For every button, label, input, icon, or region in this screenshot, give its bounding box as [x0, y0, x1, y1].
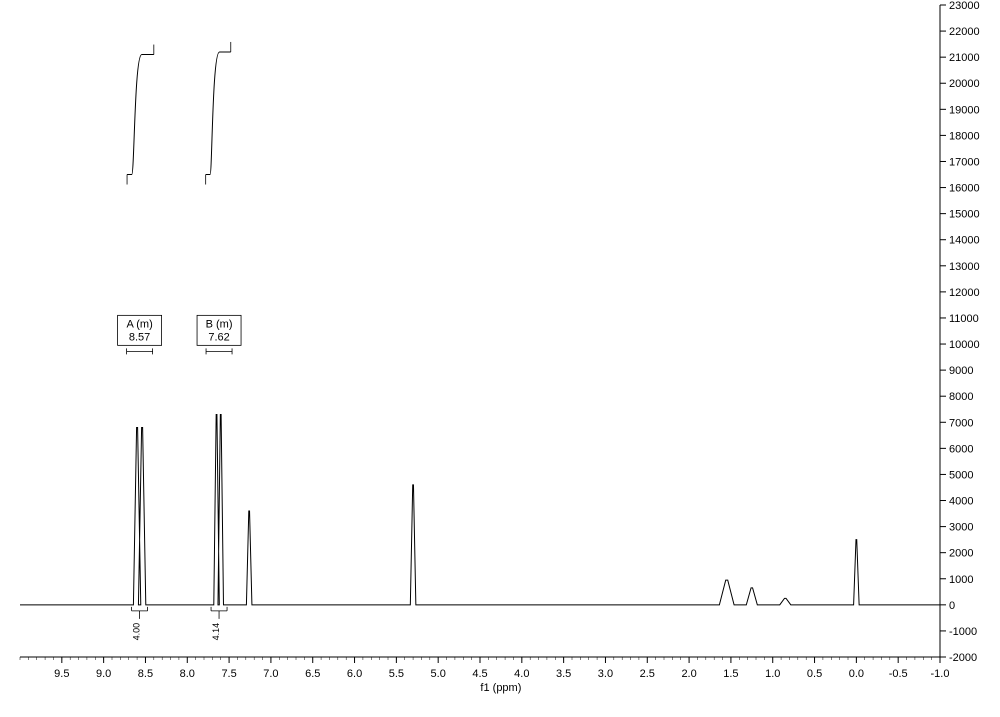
- x-axis-label: f1 (ppm): [480, 682, 521, 694]
- y-tick-label: 11000: [949, 313, 979, 325]
- x-tick-label: 4.5: [472, 668, 487, 680]
- y-tick-label: 13000: [949, 261, 980, 273]
- y-tick-label: 2000: [949, 548, 973, 560]
- x-tick-label: 3.0: [598, 668, 613, 680]
- y-tick-label: 15000: [949, 209, 980, 221]
- y-tick-label: 19000: [949, 104, 980, 116]
- y-tick-label: 17000: [949, 156, 980, 168]
- y-tick-label: 20000: [949, 78, 980, 90]
- peak-label-ppm: 8.57: [129, 331, 150, 343]
- y-tick-label: 3000: [949, 522, 973, 534]
- y-tick-label: 22000: [949, 26, 980, 38]
- y-tick-label: 8000: [949, 391, 973, 403]
- y-tick-label: 7000: [949, 417, 973, 429]
- integral-curve: [127, 55, 154, 175]
- x-tick-label: 0.0: [849, 668, 864, 680]
- y-tick-label: 4000: [949, 496, 973, 508]
- x-tick-label: 2.5: [640, 668, 655, 680]
- x-tick-label: 7.5: [221, 668, 236, 680]
- x-tick-label: -1.0: [931, 668, 950, 680]
- nmr-spectrum-chart: 2300022000210002000019000180001700016000…: [0, 0, 1000, 717]
- integral-value: 4.00: [132, 623, 142, 641]
- x-tick-label: 2.0: [681, 668, 696, 680]
- x-tick-label: 3.5: [556, 668, 571, 680]
- x-tick-label: 6.5: [305, 668, 320, 680]
- x-tick-label: 0.5: [807, 668, 822, 680]
- y-tick-label: -2000: [949, 652, 977, 664]
- x-tick-label: 9.0: [96, 668, 111, 680]
- y-tick-label: 9000: [949, 365, 973, 377]
- x-tick-label: 1.0: [765, 668, 780, 680]
- integral-value: 4.14: [211, 623, 221, 641]
- x-tick-label: 4.0: [514, 668, 529, 680]
- x-tick-label: 8.0: [180, 668, 195, 680]
- y-tick-label: 10000: [949, 339, 980, 351]
- y-tick-label: 16000: [949, 183, 980, 195]
- x-tick-label: 5.0: [431, 668, 446, 680]
- x-tick-label: 8.5: [138, 668, 153, 680]
- x-tick-label: 6.0: [347, 668, 362, 680]
- peak-label-ppm: 7.62: [208, 331, 229, 343]
- y-tick-label: 23000: [949, 0, 980, 12]
- y-tick-label: 1000: [949, 574, 973, 586]
- y-tick-label: 18000: [949, 130, 980, 142]
- y-tick-label: 6000: [949, 443, 973, 455]
- y-tick-label: 0: [949, 600, 955, 612]
- spectrum-trace: [20, 414, 940, 604]
- y-tick-label: 5000: [949, 469, 973, 481]
- y-tick-label: 14000: [949, 235, 980, 247]
- y-tick-label: -1000: [949, 626, 977, 638]
- integral-curve: [206, 52, 231, 175]
- y-tick-label: 21000: [949, 52, 980, 64]
- x-tick-label: 5.5: [389, 668, 404, 680]
- peak-label-id: B (m): [206, 318, 233, 330]
- x-tick-label: 7.0: [263, 668, 278, 680]
- x-tick-label: 9.5: [54, 668, 69, 680]
- peak-label-id: A (m): [126, 318, 152, 330]
- x-tick-label: 1.5: [723, 668, 738, 680]
- y-tick-label: 12000: [949, 287, 980, 299]
- x-tick-label: -0.5: [889, 668, 908, 680]
